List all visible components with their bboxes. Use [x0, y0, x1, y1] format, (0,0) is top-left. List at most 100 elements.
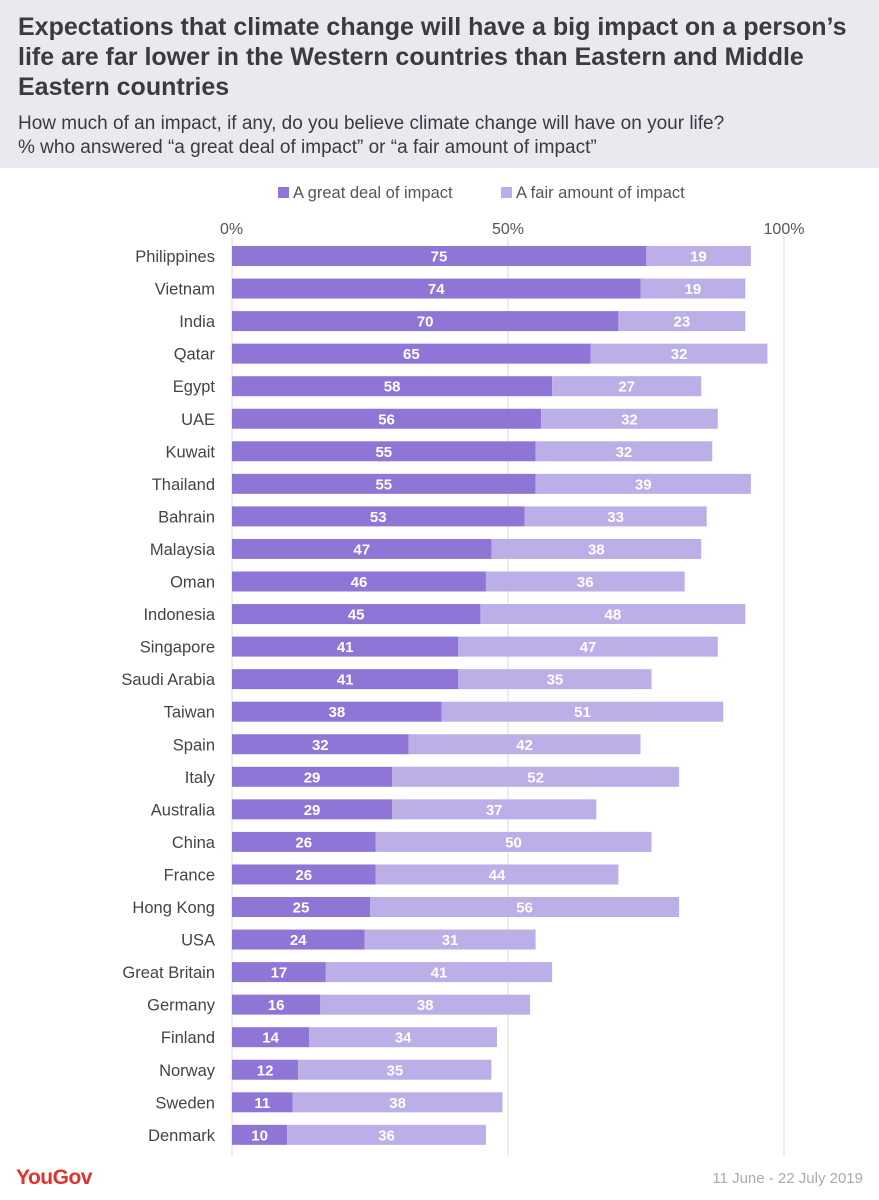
bar-great-deal	[232, 571, 486, 592]
legend-label-2: A fair amount of impact	[516, 184, 685, 202]
category-label: Egypt	[173, 378, 216, 396]
value-label-great-deal: 58	[384, 379, 401, 396]
bar-fair-amount	[646, 246, 751, 266]
value-label-fair-amount: 39	[635, 476, 652, 493]
bar-fair-amount	[441, 701, 724, 722]
bar-great-deal	[232, 278, 641, 299]
bar-fair-amount	[458, 669, 652, 690]
value-label-fair-amount: 48	[605, 607, 622, 624]
category-label: Indonesia	[143, 606, 215, 624]
value-label-great-deal: 14	[262, 1030, 279, 1047]
category-label: Kuwait	[165, 443, 215, 461]
value-label-great-deal: 25	[293, 900, 310, 917]
bar-great-deal	[232, 473, 536, 494]
value-label-great-deal: 12	[257, 1062, 274, 1079]
legend-swatch-2	[501, 187, 512, 198]
category-label: Denmark	[148, 1127, 216, 1145]
value-label-great-deal: 70	[417, 314, 434, 331]
value-label-great-deal: 26	[295, 834, 312, 851]
value-label-great-deal: 38	[329, 704, 346, 721]
bar-great-deal	[232, 669, 459, 690]
bar-great-deal	[232, 538, 492, 559]
value-label-great-deal: 11	[254, 1095, 270, 1112]
bar-fair-amount	[552, 376, 702, 397]
bar-fair-amount	[458, 636, 718, 657]
value-label-fair-amount: 47	[580, 639, 597, 656]
value-label-great-deal: 24	[290, 932, 307, 949]
category-label: Philippines	[135, 248, 215, 266]
value-label-great-deal: 47	[353, 541, 370, 558]
value-label-fair-amount: 19	[685, 281, 702, 298]
value-label-fair-amount: 19	[690, 249, 707, 266]
value-label-great-deal: 74	[428, 281, 445, 298]
bar-great-deal	[232, 766, 393, 787]
category-label: China	[172, 834, 216, 852]
bar-fair-amount	[298, 1059, 492, 1080]
value-label-fair-amount: 44	[489, 867, 506, 884]
bar-great-deal	[232, 929, 365, 950]
value-label-fair-amount: 27	[618, 379, 635, 396]
bar-great-deal	[232, 831, 376, 852]
value-label-great-deal: 29	[304, 802, 321, 819]
category-label: Qatar	[174, 346, 216, 364]
bar-great-deal	[232, 408, 542, 429]
bar-great-deal	[232, 1092, 293, 1113]
bar-great-deal	[232, 864, 376, 885]
value-label-fair-amount: 32	[616, 444, 633, 461]
bar-fair-amount	[524, 506, 707, 527]
bar-fair-amount	[364, 929, 536, 950]
category-label: India	[179, 313, 216, 331]
bar-great-deal	[232, 897, 370, 917]
value-label-fair-amount: 38	[389, 1095, 406, 1112]
value-label-great-deal: 53	[370, 509, 387, 526]
bar-great-deal	[232, 246, 646, 266]
category-label: USA	[181, 932, 215, 950]
chart-title: Expectations that climate change will ha…	[18, 13, 847, 101]
value-label-fair-amount: 31	[442, 932, 459, 949]
category-label: Australia	[151, 801, 216, 819]
bar-fair-amount	[309, 1027, 497, 1048]
category-label: Finland	[161, 1029, 215, 1047]
category-label: Singapore	[140, 639, 215, 657]
value-label-fair-amount: 35	[386, 1062, 403, 1079]
bar-fair-amount	[480, 604, 746, 625]
value-label-fair-amount: 36	[378, 1127, 395, 1144]
value-label-fair-amount: 38	[417, 997, 434, 1014]
value-label-great-deal: 16	[268, 997, 285, 1014]
value-label-great-deal: 75	[431, 249, 448, 266]
bar-great-deal	[232, 636, 459, 657]
value-label-fair-amount: 34	[395, 1030, 412, 1047]
category-label: Italy	[185, 769, 216, 787]
legend-swatch-1	[278, 187, 289, 198]
subtitle-note: % who answered “a great deal of impact” …	[18, 137, 597, 158]
category-label: Taiwan	[164, 704, 215, 722]
yougov-logo: YouGov	[16, 1166, 92, 1189]
bar-great-deal	[232, 311, 619, 332]
category-label: Vietnam	[155, 281, 215, 299]
value-label-fair-amount: 50	[505, 834, 522, 851]
category-label: Germany	[147, 997, 216, 1015]
value-label-great-deal: 46	[351, 574, 368, 591]
bar-fair-amount	[640, 278, 746, 299]
bar-great-deal	[232, 506, 525, 527]
bar-great-deal	[232, 962, 326, 983]
value-label-fair-amount: 56	[516, 900, 533, 917]
bar-great-deal	[232, 1059, 299, 1080]
bar-fair-amount	[370, 897, 680, 917]
bar-fair-amount	[541, 408, 718, 429]
header-band	[0, 0, 879, 168]
value-label-fair-amount: 23	[674, 314, 691, 331]
value-label-great-deal: 17	[271, 965, 288, 982]
x-tick-label: 50%	[492, 221, 524, 238]
value-label-great-deal: 45	[348, 607, 365, 624]
value-label-great-deal: 32	[312, 737, 329, 754]
value-label-fair-amount: 32	[671, 346, 688, 363]
bar-fair-amount	[491, 538, 702, 559]
category-label: France	[164, 866, 215, 884]
bar-chart: A great deal of impact A fair amount of i…	[121, 184, 804, 1155]
category-label: Great Britain	[122, 964, 215, 982]
value-label-fair-amount: 33	[607, 509, 624, 526]
bar-great-deal	[232, 994, 321, 1015]
bar-great-deal	[232, 799, 393, 820]
bar-fair-amount	[375, 864, 619, 885]
